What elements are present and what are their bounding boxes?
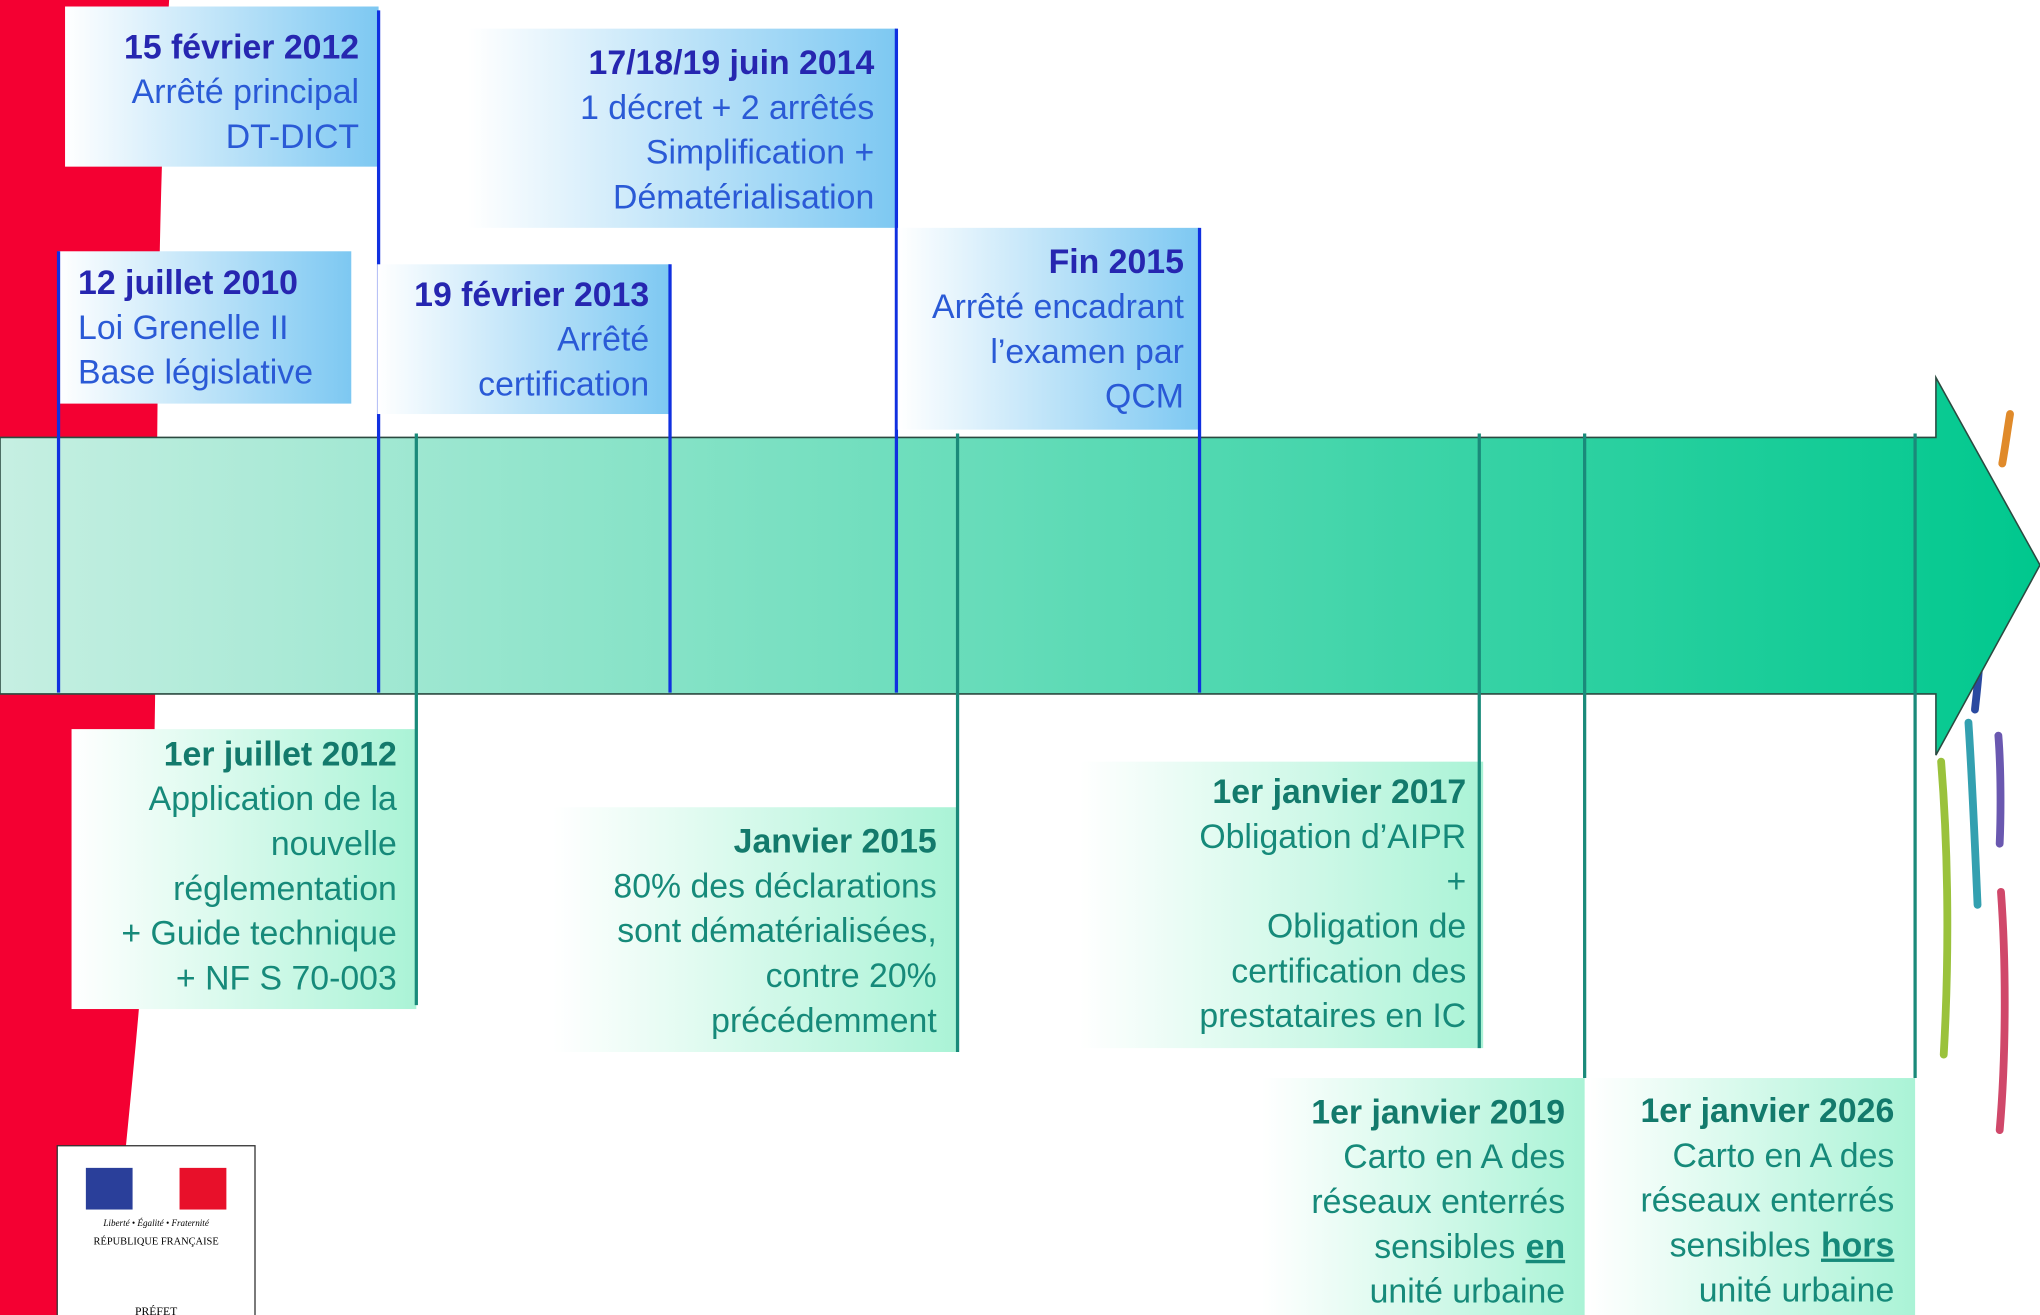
event-text: Arrêté encadrant [932,288,1184,326]
event-text: Obligation d’AIPR [1199,818,1466,856]
event-date: Janvier 2015 [734,823,937,861]
logo-prefect: PRÉFET [135,1304,177,1315]
event-text-emphasis: en [1526,1228,1565,1266]
event-text: réglementation [173,870,397,908]
event-text-part: sensibles [1374,1228,1515,1266]
event-date: 15 février 2012 [124,28,359,66]
event-text: sensibles en [1374,1228,1565,1266]
event-text: + Guide technique [121,915,396,953]
event-date: 1er janvier 2017 [1212,773,1466,811]
event-date: Fin 2015 [1049,243,1184,281]
logo-republic: RÉPUBLIQUE FRANÇAISE [94,1235,219,1247]
event-text: Arrêté principal [132,73,359,111]
event-date: 1er janvier 2026 [1640,1092,1894,1130]
event-text: réseaux enterrés [1641,1182,1895,1220]
event-text-part: sensibles [1670,1226,1811,1264]
event-text: QCM [1105,378,1184,416]
event-text: Base législative [78,354,313,392]
event-text: + NF S 70-003 [176,959,397,997]
event-text: prestataires en IC [1199,997,1466,1035]
event-text: + [1446,863,1466,901]
event-text: sensibles hors [1670,1226,1895,1264]
event-date: 19 février 2013 [414,276,649,314]
event-text: précédemment [711,1002,937,1040]
event-text: Loi Grenelle II [78,309,289,347]
event-text: sont dématérialisées, [617,912,937,950]
event-text: 80% des déclarations [613,867,936,905]
event-text: 1 décret + 2 arrêtés [580,89,874,127]
decor-curve [2002,414,2010,463]
event-text: Carto en A des [1343,1138,1565,1176]
event-text: unité urbaine [1370,1273,1566,1311]
event-date: 1er juillet 2012 [164,735,397,773]
page: 15 février 2012 Arrêté principal DT-DICT 12… [0,0,2040,1315]
event-text: Dématérialisation [613,178,874,216]
flag-red [180,1168,227,1210]
decor-curve [1968,723,1977,905]
decor-curve [1998,736,2000,844]
timeline-slide: 15 février 2012 Arrêté principal DT-DICT 12… [0,0,2040,1315]
event-text: certification des [1231,952,1466,990]
event-text: Arrêté [557,321,649,359]
event-text: nouvelle [271,825,397,863]
event-text: réseaux enterrés [1311,1183,1565,1221]
event-text-emphasis: hors [1821,1226,1894,1264]
event-text: Carto en A des [1672,1137,1894,1175]
event-date: 17/18/19 juin 2014 [589,44,875,82]
event-text: contre 20% [766,957,937,995]
flag-white [133,1168,180,1210]
logo: Liberté • Égalité • Fraternité RÉPUBLIQU… [57,1146,255,1315]
timeline-arrow [0,378,2040,756]
flag-blue [86,1168,133,1210]
event-text: DT-DICT [226,118,359,156]
event-text: Simplification + [646,134,874,172]
logo-motto: Liberté • Égalité • Fraternité [102,1218,209,1228]
event-text: certification [478,365,649,403]
event-date: 1er janvier 2019 [1311,1093,1565,1131]
event-text: Application de la [149,780,397,818]
decor-curve [2000,892,2005,1130]
event-text: Obligation de [1267,908,1466,946]
decor-curve [1941,762,1947,1055]
event-date: 12 juillet 2010 [78,264,298,302]
event-text: l’examen par [990,333,1184,371]
event-text: unité urbaine [1699,1271,1895,1309]
